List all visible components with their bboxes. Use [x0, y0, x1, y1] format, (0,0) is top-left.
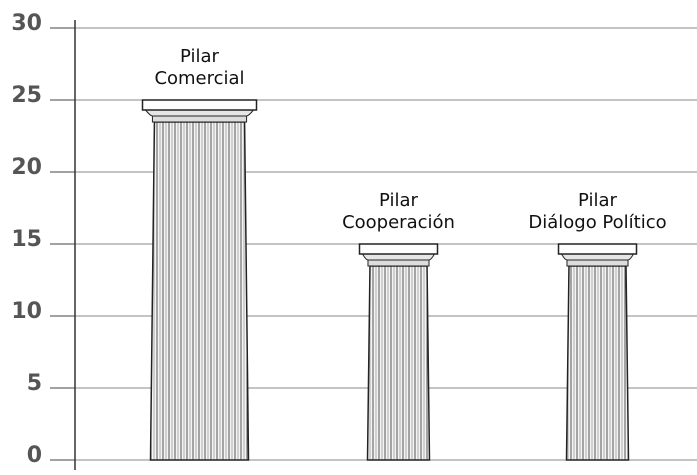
pillar-echinus	[146, 110, 254, 116]
pillar-neck	[152, 116, 246, 122]
pillar-abacus	[143, 100, 257, 110]
page: 0 5 10 15 20 25 30 Pilar Comercial Pilar Cooper…	[0, 0, 697, 475]
pillar-neck	[567, 260, 628, 266]
pillar-shaft	[151, 122, 249, 460]
y-tick-label: 15	[11, 227, 42, 252]
pillar-echinus	[562, 254, 634, 260]
y-tick-label: 10	[11, 299, 42, 324]
pillar-neck	[368, 260, 429, 266]
y-tick-label: 5	[27, 371, 42, 396]
pillar-shaft	[368, 266, 430, 460]
category-label: Pilar Comercial	[100, 46, 300, 90]
y-tick-label: 30	[11, 11, 42, 36]
category-label: Pilar Cooperación	[299, 190, 499, 234]
y-tick-label: 25	[11, 83, 42, 108]
category-label: Pilar Diálogo Político	[498, 190, 697, 234]
pillar-abacus	[360, 244, 438, 254]
pillar	[559, 244, 637, 460]
pillar-abacus	[559, 244, 637, 254]
pillar	[143, 100, 257, 460]
pillar	[360, 244, 438, 460]
y-tick-label: 0	[27, 443, 42, 468]
pillar-echinus	[363, 254, 435, 260]
pillar-shaft	[567, 266, 629, 460]
y-tick-label: 20	[11, 155, 42, 180]
